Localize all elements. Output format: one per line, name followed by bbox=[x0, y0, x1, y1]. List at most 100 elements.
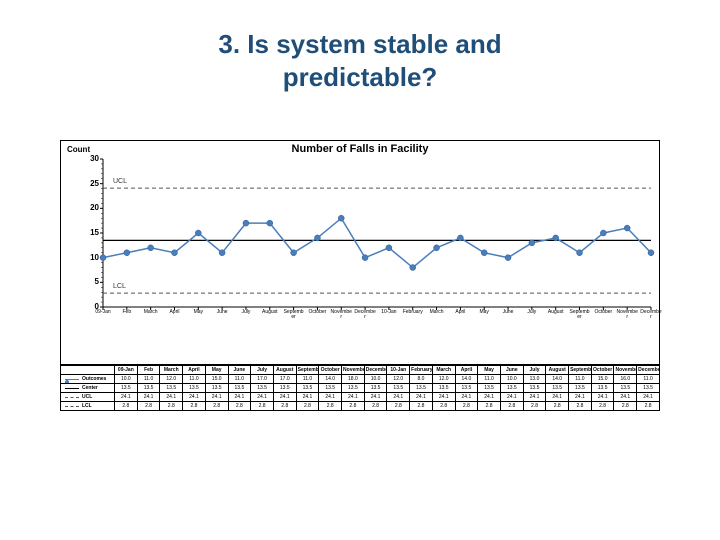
slide-title-line1: 3. Is system stable and bbox=[218, 29, 501, 59]
table-col-header: November bbox=[614, 366, 637, 375]
table-cell: 24.1 bbox=[500, 393, 523, 402]
table-cell: 13.5 bbox=[296, 384, 319, 393]
table-cell: 11.0 bbox=[478, 375, 501, 384]
legend-label: UCL bbox=[82, 394, 92, 400]
table-cell: 13.5 bbox=[614, 384, 637, 393]
table-cell: 13.5 bbox=[455, 384, 478, 393]
legend-label: Center bbox=[82, 385, 98, 391]
xtick-label: August bbox=[259, 310, 281, 315]
table-cell: 13.5 bbox=[410, 384, 433, 393]
xtick-label: May bbox=[187, 310, 209, 315]
table-col-header: May bbox=[478, 366, 501, 375]
table-cell: 24.1 bbox=[569, 393, 592, 402]
table-cell: 13.5 bbox=[228, 384, 251, 393]
table-cell: 2.8 bbox=[205, 402, 228, 411]
xtick-label: October bbox=[306, 310, 328, 315]
table-cell: 24.1 bbox=[432, 393, 455, 402]
table-cell: 24.1 bbox=[115, 393, 138, 402]
table-cell: 13.5 bbox=[569, 384, 592, 393]
xtick-label: August bbox=[545, 310, 567, 315]
table-col-header: March bbox=[160, 366, 183, 375]
table-cell: 2.8 bbox=[319, 402, 342, 411]
table-cell: 2.8 bbox=[523, 402, 546, 411]
table-cell: 2.8 bbox=[251, 402, 274, 411]
table-cell: 13.5 bbox=[319, 384, 342, 393]
table-cell: 15.0 bbox=[591, 375, 614, 384]
table-cell: 13.5 bbox=[137, 384, 160, 393]
table-cell: 2.8 bbox=[455, 402, 478, 411]
lcl-label: LCL bbox=[113, 283, 126, 290]
table-cell: 24.1 bbox=[591, 393, 614, 402]
xtick-label: November bbox=[330, 310, 352, 320]
table-cell: 13.5 bbox=[160, 384, 183, 393]
table-cell: 13.5 bbox=[205, 384, 228, 393]
xtick-label: February bbox=[402, 310, 424, 315]
table-cell: 2.8 bbox=[342, 402, 365, 411]
table-cell: 13.5 bbox=[183, 384, 206, 393]
table-col-header: 10-Jan bbox=[387, 366, 410, 375]
table-cell: 2.8 bbox=[183, 402, 206, 411]
table-cell: 2.8 bbox=[637, 402, 660, 411]
table-cell: 14.0 bbox=[455, 375, 478, 384]
table-col-header: 09-Jan bbox=[115, 366, 138, 375]
table-cell: 13.5 bbox=[523, 384, 546, 393]
table-cell: 17.0 bbox=[273, 375, 296, 384]
table-row-header: LCL bbox=[61, 402, 115, 411]
legend-label: LCL bbox=[82, 403, 92, 409]
xtick-label: June bbox=[497, 310, 519, 315]
legend-swatch bbox=[65, 379, 79, 380]
ytick-label: 10 bbox=[79, 253, 99, 262]
table-col-header: August bbox=[273, 366, 296, 375]
table-cell: 24.1 bbox=[319, 393, 342, 402]
table-cell: 2.8 bbox=[410, 402, 433, 411]
table-cell: 24.1 bbox=[523, 393, 546, 402]
ytick-label: 15 bbox=[79, 228, 99, 237]
xtick-label: June bbox=[211, 310, 233, 315]
table-cell: 2.8 bbox=[546, 402, 569, 411]
table-cell: 2.8 bbox=[478, 402, 501, 411]
table-cell: 2.8 bbox=[432, 402, 455, 411]
table-cell: 24.1 bbox=[410, 393, 433, 402]
table-col-header: July bbox=[251, 366, 274, 375]
table-col-header: June bbox=[500, 366, 523, 375]
table-cell: 2.8 bbox=[614, 402, 637, 411]
table-col-header: March bbox=[432, 366, 455, 375]
ytick-label: 20 bbox=[79, 203, 99, 212]
table-cell: 24.1 bbox=[228, 393, 251, 402]
table-col-header: December bbox=[364, 366, 387, 375]
xtick-label: March bbox=[140, 310, 162, 315]
slide-title: 3. Is system stable and predictable? bbox=[0, 0, 720, 93]
table-cell: 24.1 bbox=[387, 393, 410, 402]
table-cell: 12.0 bbox=[387, 375, 410, 384]
xtick-label: July bbox=[521, 310, 543, 315]
table-cell: 2.8 bbox=[228, 402, 251, 411]
table-row-header: UCL bbox=[61, 393, 115, 402]
table-col-header: August bbox=[546, 366, 569, 375]
table-cell: 24.1 bbox=[296, 393, 319, 402]
table-cell: 14.0 bbox=[319, 375, 342, 384]
xtick-label: April bbox=[163, 310, 185, 315]
ytick-label: 5 bbox=[79, 277, 99, 286]
table-cell: 11.0 bbox=[137, 375, 160, 384]
table-cell: 2.8 bbox=[160, 402, 183, 411]
ucl-label: UCL bbox=[113, 178, 127, 185]
xtick-label: July bbox=[235, 310, 257, 315]
xtick-label: May bbox=[473, 310, 495, 315]
table-cell: 10.0 bbox=[115, 375, 138, 384]
table-corner bbox=[61, 366, 115, 375]
table-col-header: September bbox=[569, 366, 592, 375]
table-cell: 2.8 bbox=[137, 402, 160, 411]
table-row-header: Center bbox=[61, 384, 115, 393]
table-cell: 11.0 bbox=[637, 375, 660, 384]
legend-label: Outcomes bbox=[82, 376, 106, 382]
table-cell: 13.5 bbox=[115, 384, 138, 393]
table-col-header: May bbox=[205, 366, 228, 375]
table-cell: 11.0 bbox=[228, 375, 251, 384]
table-col-header: July bbox=[523, 366, 546, 375]
table-cell: 13.5 bbox=[591, 384, 614, 393]
table-col-header: October bbox=[591, 366, 614, 375]
table-cell: 10.0 bbox=[364, 375, 387, 384]
table-cell: 2.8 bbox=[364, 402, 387, 411]
xtick-label: 10-Jan bbox=[378, 310, 400, 315]
table-cell: 2.8 bbox=[500, 402, 523, 411]
